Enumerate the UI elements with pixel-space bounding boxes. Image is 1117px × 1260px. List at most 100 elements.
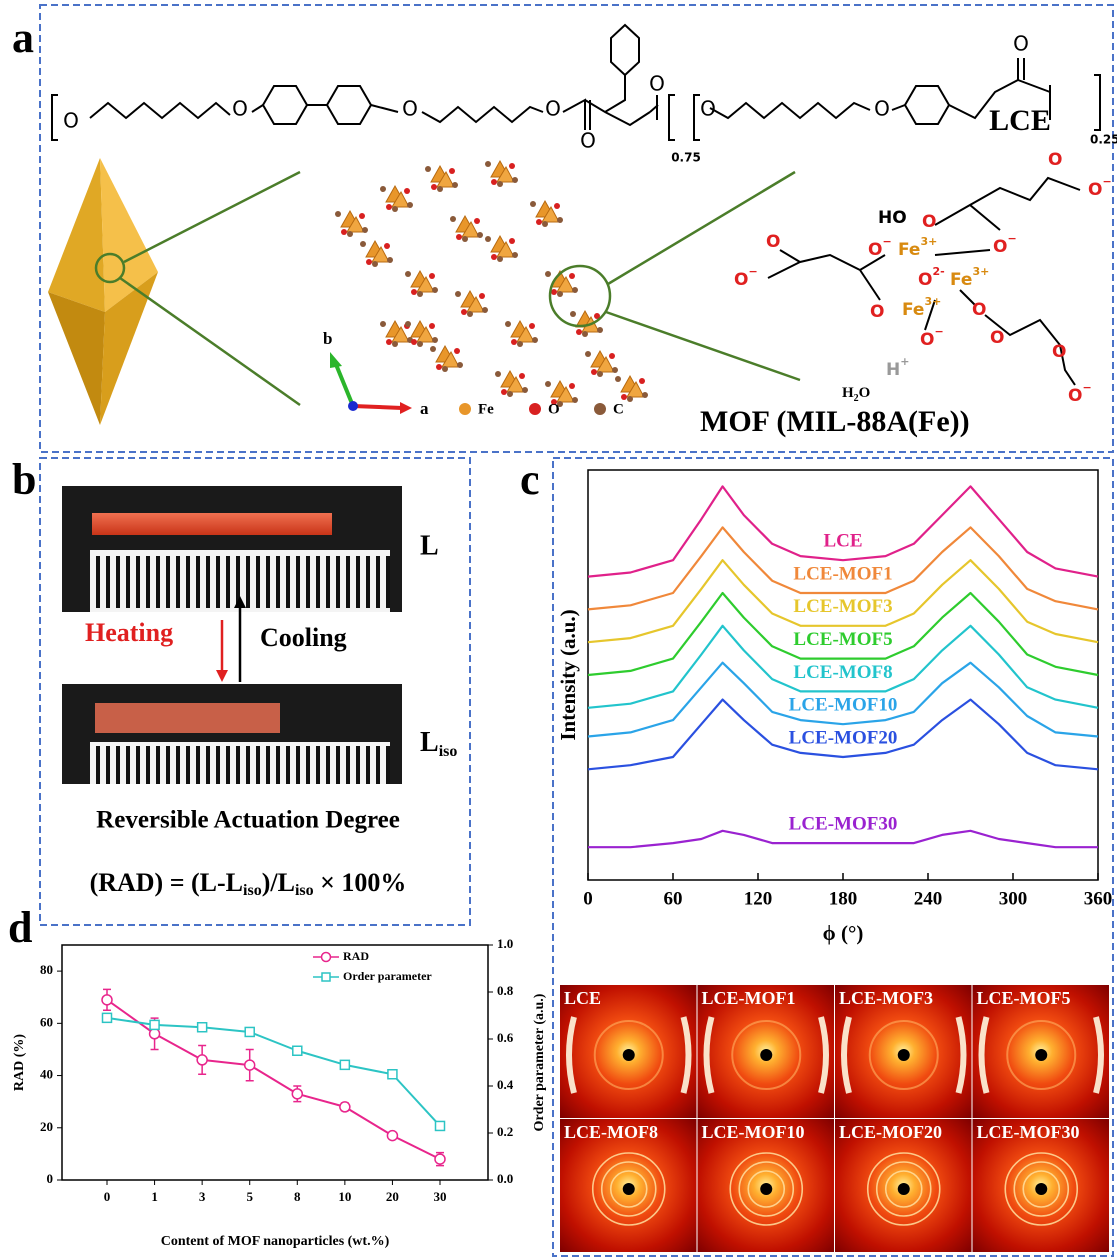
atom-ball: [392, 206, 398, 212]
panel-label: d: [8, 903, 32, 952]
ruler-mark: [386, 556, 390, 608]
ruler-mark: [96, 556, 100, 608]
atom-ball: [482, 307, 488, 313]
atom-label: O: [1052, 342, 1066, 362]
ruler-mark: [176, 556, 180, 608]
atom-label: Fe3+: [898, 235, 937, 260]
ruler-mark: [116, 746, 120, 784]
ruler-mark: [126, 746, 130, 784]
marker: [103, 1013, 112, 1022]
atom-ball: [509, 163, 515, 169]
pattern-label: LCE-MOF1: [702, 988, 796, 1008]
atom-ball: [335, 211, 341, 217]
x-tick-label: 0: [104, 1189, 111, 1204]
atom-label: O: [402, 97, 418, 121]
atom-label: H+: [886, 355, 909, 380]
ruler-mark: [186, 556, 190, 608]
atom-ball: [430, 346, 436, 352]
legend-label: RAD: [343, 949, 369, 963]
series-label: LCE-MOF8: [793, 662, 892, 683]
beam-stop: [760, 1049, 772, 1061]
marker: [150, 1029, 160, 1039]
atom-ball: [491, 179, 497, 185]
beam-stop: [898, 1183, 910, 1195]
ruler-mark: [326, 556, 330, 608]
ruler-mark: [166, 746, 170, 784]
x-tick-label: 30: [434, 1189, 447, 1204]
ruler-mark: [366, 556, 370, 608]
atom-ball: [380, 321, 386, 327]
atom-label: O−: [734, 265, 758, 290]
legend-label: Order parameter: [343, 969, 432, 983]
ruler-mark: [276, 556, 280, 608]
ruler-mark: [226, 556, 230, 608]
atom-ball: [432, 287, 438, 293]
atom-label: O: [649, 72, 665, 96]
series-label: LCE-MOF1: [793, 563, 892, 584]
ruler-mark: [326, 746, 330, 784]
atom-ball: [347, 231, 353, 237]
pattern-label: LCE-MOF8: [564, 1122, 658, 1142]
ruler-mark: [316, 556, 320, 608]
atom-ball: [461, 309, 467, 315]
ruler-mark: [116, 556, 120, 608]
atom-ball: [536, 219, 542, 225]
atom-ball: [405, 321, 411, 327]
ruler-mark: [146, 746, 150, 784]
atom-ball: [569, 273, 575, 279]
atom-ball: [585, 351, 591, 357]
atom-label: O−: [1068, 381, 1092, 406]
atom-ball: [557, 291, 563, 297]
atom-ball: [576, 329, 582, 335]
atom-ball: [545, 271, 551, 277]
atom-ball: [432, 337, 438, 343]
x-tick-label: 360: [1084, 888, 1113, 909]
rad-formula: (RAD) = (L-Liso)/Liso × 100%: [90, 868, 407, 899]
atom-label: O: [1048, 150, 1062, 170]
atom-ball: [642, 392, 648, 398]
ruler-mark: [276, 746, 280, 784]
crystal-axes: b a Fe O C: [323, 329, 624, 418]
marker: [340, 1060, 349, 1069]
marker: [198, 1023, 207, 1032]
length-iso-label: Liso: [420, 727, 457, 759]
atom-ball: [405, 271, 411, 277]
atom-ball: [411, 289, 417, 295]
beam-stop: [1035, 1183, 1047, 1195]
panel-label: c: [520, 455, 540, 504]
legend-marker: [322, 973, 330, 981]
pattern-label: LCE-MOF20: [839, 1122, 942, 1142]
atom-ball: [392, 341, 398, 347]
atom-label: Fe3+: [950, 265, 989, 290]
marker: [292, 1089, 302, 1099]
atom-label: O: [874, 97, 890, 121]
polymer-atoms: O O O O O O O O O: [63, 32, 1029, 153]
ruler-mark: [96, 746, 100, 784]
ruler-mark: [136, 556, 140, 608]
ruler-mark: [106, 556, 110, 608]
y2-tick-label: 0.4: [497, 1077, 514, 1092]
panel-frame: [40, 5, 1113, 452]
ruler-mark: [196, 556, 200, 608]
atom-ball: [495, 371, 501, 377]
y2-tick-label: 0.0: [497, 1171, 513, 1186]
ruler-mark: [246, 746, 250, 784]
atom-ball: [557, 217, 563, 223]
photo: [62, 684, 402, 784]
atom-ball: [477, 232, 483, 238]
atom-label: O−: [920, 325, 944, 350]
atom-ball: [512, 177, 518, 183]
legend-label: Fe: [478, 401, 494, 417]
ruler-mark: [296, 556, 300, 608]
atom-ball: [479, 293, 485, 299]
atom-ball: [497, 181, 503, 187]
ruler-mark: [236, 746, 240, 784]
pattern-label: LCE: [564, 988, 601, 1008]
atom-ball: [341, 229, 347, 235]
marker: [387, 1131, 397, 1141]
ruler-mark: [156, 556, 160, 608]
ruler-mark: [346, 746, 350, 784]
ruler-mark: [206, 746, 210, 784]
atom-ball: [572, 287, 578, 293]
ruler-mark: [206, 556, 210, 608]
